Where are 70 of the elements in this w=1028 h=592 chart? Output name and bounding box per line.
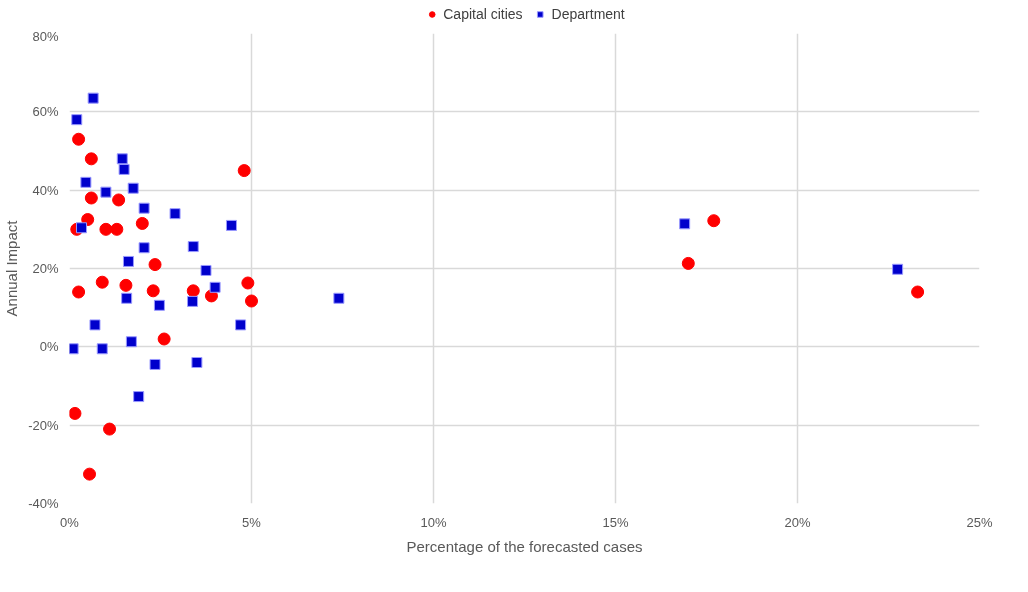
point: [69, 343, 79, 355]
point: [99, 222, 113, 236]
legend-label: Department: [551, 6, 625, 22]
point: [96, 343, 108, 355]
y-tick-label: 60%: [32, 104, 59, 120]
point: [153, 299, 165, 311]
point: [84, 152, 98, 166]
point: [245, 294, 258, 308]
point: [89, 319, 101, 331]
point: [133, 391, 145, 403]
x-tick-label: 25%: [966, 514, 993, 530]
point: [237, 164, 251, 178]
point: [84, 191, 98, 205]
point: [911, 285, 925, 299]
point: [121, 292, 133, 304]
point: [148, 258, 162, 272]
point: [186, 284, 200, 298]
x-tick-label: 10%: [420, 514, 447, 530]
point: [72, 132, 86, 146]
point: [138, 202, 150, 214]
point: [169, 208, 181, 220]
point: [72, 285, 86, 299]
point: [187, 295, 199, 307]
x-tick-label: 5%: [242, 514, 262, 530]
x-tick-label: 0%: [60, 514, 80, 530]
point: [138, 242, 150, 254]
point: [149, 358, 161, 370]
point: [100, 186, 112, 198]
legend-label: Capital cities: [443, 6, 523, 22]
x-tick-label: 15%: [602, 514, 629, 530]
x-axis-title: Percentage of the forecasted cases: [406, 537, 643, 555]
y-tick-label: 0%: [39, 339, 59, 355]
point: [892, 263, 904, 275]
point: [187, 241, 199, 253]
point: [157, 332, 171, 346]
point: [681, 256, 695, 270]
x-tick-label: 20%: [784, 514, 811, 530]
point: [69, 406, 82, 420]
y-tick-label: 40%: [32, 182, 59, 198]
point: [333, 292, 345, 304]
point: [235, 319, 247, 331]
point: [200, 264, 212, 276]
point: [112, 193, 126, 207]
y-tick-label: 80%: [32, 28, 59, 44]
point: [116, 153, 128, 165]
point: [80, 176, 92, 188]
y-axis-title: Annual Impact: [3, 219, 21, 317]
point: [110, 222, 124, 236]
y-tick-label: -20%: [28, 417, 59, 433]
y-tick-label: -40%: [28, 496, 59, 511]
point: [103, 422, 117, 436]
y-tick-label: 20%: [32, 261, 59, 276]
point: [707, 214, 721, 228]
point: [225, 219, 237, 231]
point: [87, 92, 99, 104]
point: [209, 281, 221, 293]
point: [71, 114, 83, 126]
point: [241, 276, 255, 290]
point: [122, 255, 134, 267]
point: [679, 218, 691, 230]
point: [83, 467, 97, 481]
point: [127, 182, 139, 194]
point: [135, 216, 149, 230]
point: [191, 357, 203, 368]
point: [119, 278, 133, 292]
point: [118, 163, 130, 175]
point: [76, 222, 88, 234]
point: [125, 336, 137, 348]
point: [95, 275, 109, 289]
point: [146, 284, 160, 298]
